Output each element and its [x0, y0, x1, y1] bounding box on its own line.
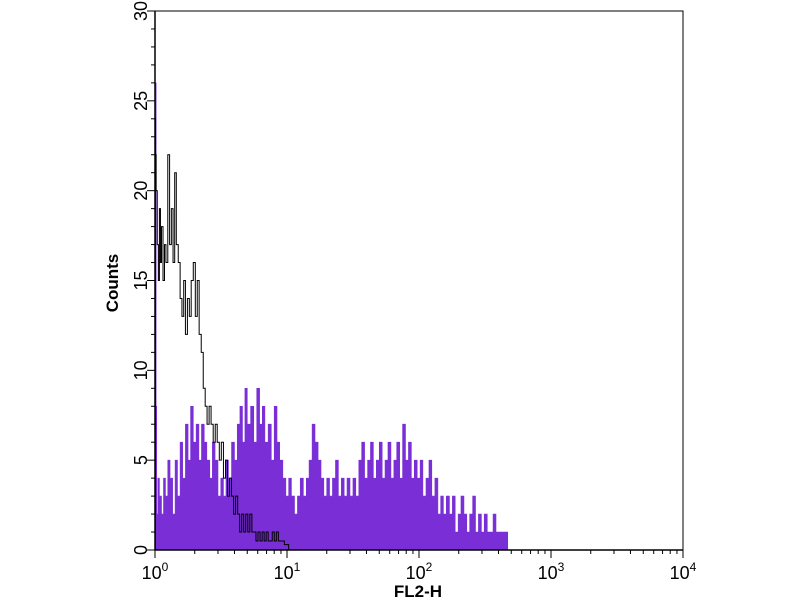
y-tick-label: 25 — [131, 91, 151, 111]
histogram-series-0-filled — [155, 82, 509, 551]
x-tick-label: 104 — [670, 560, 697, 583]
y-tick-label: 15 — [131, 270, 151, 290]
histogram-series-1-outline — [154, 118, 290, 551]
y-tick-label: 30 — [131, 1, 151, 21]
x-tick-label: 102 — [406, 560, 433, 583]
y-axis-title: Counts — [103, 254, 122, 313]
y-tick-label: 10 — [131, 360, 151, 380]
x-tick-label: 100 — [142, 560, 169, 583]
axes-layer: 0 5 10 15 20 25 30 100 101 102 103 104 — [131, 1, 697, 583]
y-tick-label: 5 — [131, 455, 151, 465]
series-layer — [154, 82, 509, 551]
y-tick-label: 20 — [131, 181, 151, 201]
x-axis-title: FL2-H — [394, 582, 442, 600]
y-tick-label: 0 — [131, 545, 151, 555]
x-tick-label: 103 — [538, 560, 565, 583]
x-tick-label: 101 — [274, 560, 301, 583]
